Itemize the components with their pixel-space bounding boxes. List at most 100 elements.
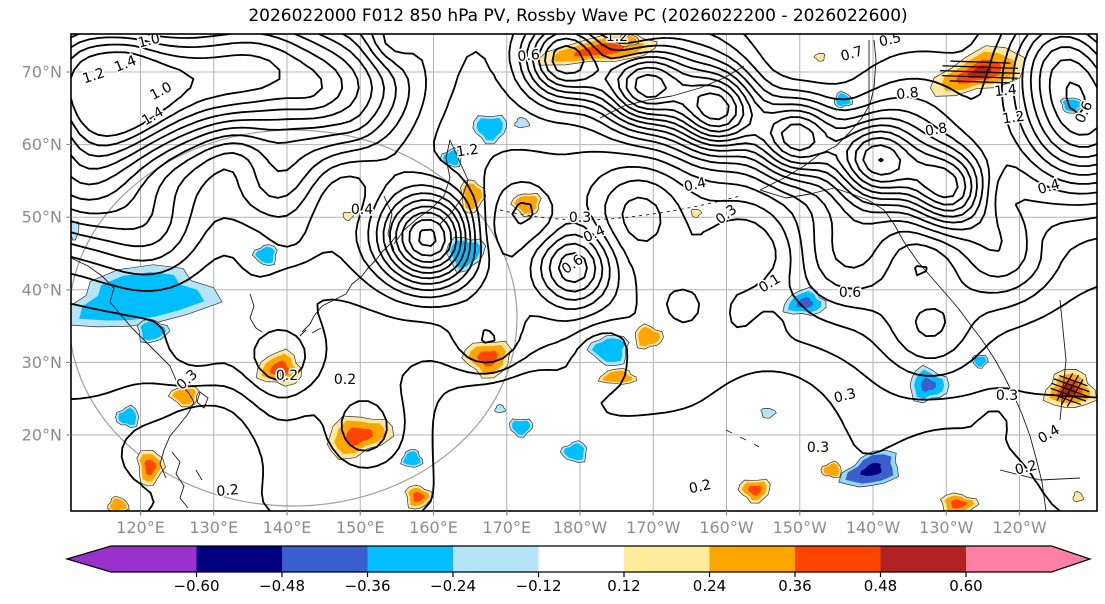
- negative-anomaly-region: [563, 443, 585, 461]
- colorbar-tick-label: −0.12: [516, 577, 562, 595]
- contour-line: [71, 34, 1097, 293]
- contour-label: 0.6: [517, 47, 541, 65]
- contour-line: [71, 43, 1087, 176]
- contour-label: 0.3: [996, 388, 1018, 404]
- range-ring: [71, 129, 518, 507]
- hatch-line: [1060, 374, 1080, 406]
- negative-anomaly-region: [403, 451, 421, 466]
- coastline: [759, 39, 877, 191]
- positive-anomaly-region: [269, 360, 290, 377]
- positive-anomaly-region: [638, 326, 661, 347]
- negative-anomaly-region: [591, 338, 625, 363]
- contour-line: [71, 148, 1097, 382]
- pv-contours: [71, 34, 1097, 511]
- coastline: [499, 195, 741, 221]
- x-tick-label: 120°E: [116, 518, 165, 537]
- figure-title: 2026022000 F012 850 hPa PV, Rossby Wave …: [248, 6, 907, 26]
- colorbar-arrow-left: [67, 546, 197, 572]
- positive-anomaly-region: [823, 462, 840, 477]
- coastlines: [71, 39, 1081, 511]
- coastline: [725, 429, 760, 448]
- coastline: [301, 235, 397, 333]
- colorbar: −0.60 −0.48 −0.36 −0.24 −0.12 0.12 0.24 0.36 0.4…: [64, 545, 1092, 595]
- contour-line: [71, 34, 1097, 274]
- y-tick-label: 30°N: [22, 353, 62, 372]
- positive-anomaly-region: [110, 498, 127, 511]
- coastline: [299, 327, 322, 337]
- colorbar-outline: [64, 545, 1092, 573]
- contour-label: 0.4: [351, 202, 373, 218]
- colorbar-tick-label: −0.60: [174, 577, 220, 595]
- negative-anomaly-region: [450, 240, 482, 269]
- hatch-line: [1050, 387, 1087, 402]
- x-tick-label: 160°W: [699, 518, 754, 537]
- colorbar-segment: [538, 546, 624, 572]
- x-tick-label: 170°E: [482, 518, 531, 537]
- contour-label: 0.4: [683, 175, 708, 195]
- colorbar-tick-label: −0.24: [430, 577, 476, 595]
- contour-line: [120, 196, 1061, 511]
- x-tick-label: 140°E: [263, 518, 312, 537]
- colorbar-segment: [624, 546, 710, 572]
- hatch-line: [1053, 378, 1090, 393]
- positive-anomaly-region: [690, 208, 703, 218]
- contour-label: 0.2: [216, 482, 240, 500]
- colorbar-tick-label: −0.48: [259, 577, 305, 595]
- negative-anomaly-region: [118, 407, 137, 426]
- coastline: [249, 293, 263, 333]
- colorbar-segment: [880, 546, 966, 572]
- colorbar-tick-label: −0.36: [345, 577, 391, 595]
- x-tick-label: 130°E: [189, 518, 238, 537]
- negative-anomaly-region: [494, 404, 506, 414]
- great-circle-ring: [71, 129, 518, 507]
- negative-anomaly-region: [255, 246, 275, 264]
- negative-anomaly-region: [476, 118, 503, 141]
- contour-label: 1.2: [455, 142, 479, 161]
- coastline: [171, 451, 203, 509]
- colorbar-tick-label: 0.24: [693, 577, 726, 595]
- colorbar-segment: [367, 546, 453, 572]
- x-tick-label: 140°W: [846, 518, 901, 537]
- y-tick-label: 70°N: [22, 63, 62, 82]
- contour-label: 0.2: [334, 372, 356, 388]
- hatch-line: [940, 69, 1020, 75]
- coastline: [759, 187, 1047, 511]
- hatch-lines: [940, 60, 1020, 84]
- contour-line: [71, 34, 1097, 285]
- contour-label: 0.2: [276, 368, 298, 384]
- contour-label: 0.2: [688, 477, 713, 497]
- contour-line: [71, 34, 1097, 280]
- x-tick-label: 180°W: [553, 518, 608, 537]
- colorbar-tick-label: 0.36: [778, 577, 811, 595]
- negative-anomaly-region: [860, 462, 882, 477]
- coastline: [999, 299, 1081, 481]
- x-tick-label: 170°W: [626, 518, 681, 537]
- hatch-line: [942, 74, 1018, 79]
- positive-anomaly-region: [950, 499, 967, 509]
- plot-border: [70, 33, 1098, 512]
- coastline: [393, 139, 469, 245]
- colorbar-tick-label: 0.60: [949, 577, 982, 595]
- negative-anomaly-region: [760, 408, 777, 419]
- contour-label: 0.3: [569, 210, 591, 226]
- colorbar-arrow-right: [966, 546, 1090, 572]
- contour-label: 1.2: [606, 29, 628, 45]
- y-tick-label: 60°N: [22, 135, 62, 154]
- contour-label: 0.6: [839, 285, 861, 301]
- hatch-line: [942, 65, 1018, 70]
- contour-line: [71, 50, 1097, 337]
- contour-label: 1.2: [1001, 109, 1025, 128]
- positive-anomaly-region: [1072, 490, 1084, 503]
- x-tick-label: 160°E: [409, 518, 458, 537]
- contour-line: [71, 179, 1097, 469]
- colorbar-tick-label: 0.48: [864, 577, 897, 595]
- positive-anomaly-region: [345, 427, 373, 446]
- contour-label: 0.8: [924, 120, 949, 140]
- contour-line: [71, 34, 1097, 269]
- hatch-line: [949, 80, 1010, 84]
- y-tick-label: 40°N: [22, 280, 62, 299]
- coastline: [196, 391, 209, 409]
- contour-label: 0.3: [807, 440, 829, 456]
- negative-anomaly-region: [921, 377, 937, 392]
